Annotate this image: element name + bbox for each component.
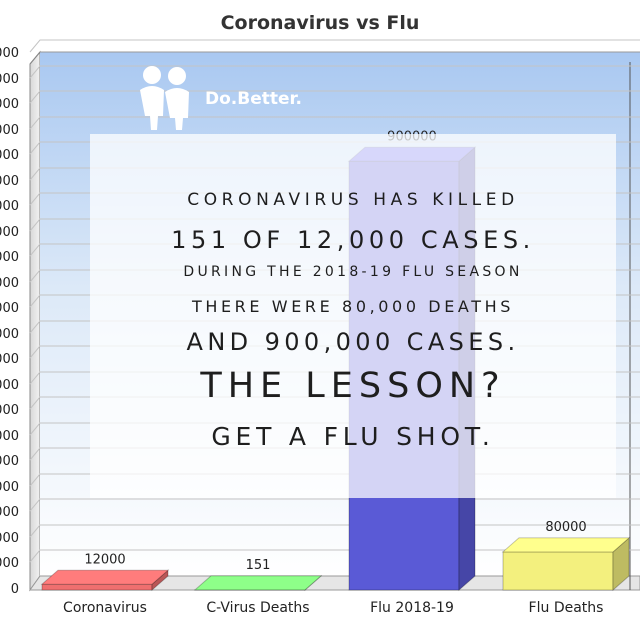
y-tick-label: 000 (0, 301, 19, 316)
y-tick-label: 000 (0, 556, 19, 571)
brand-name: Do.Better. (205, 89, 302, 109)
plot-top-border (29, 51, 41, 65)
gridline (29, 116, 640, 130)
y-tick-label: 000 (0, 174, 19, 189)
message-overlay-text: Coronavirus has killed 151 of 12,000 cas… (90, 134, 616, 498)
y-tick-label: 000 (0, 199, 19, 214)
data-label: 151 (246, 558, 271, 573)
overlay-line-lesson: The lesson? (200, 366, 506, 406)
bar-flu-deaths: 80000 (501, 520, 631, 592)
bar-coronavirus: 12000 (40, 552, 170, 592)
y-tick-label: 000 (0, 429, 19, 444)
y-tick-label: 000 (0, 276, 19, 291)
bar-c-virus-deaths: 151 (193, 558, 323, 592)
gridline (29, 65, 640, 79)
logo-figure-head (168, 67, 186, 85)
y-tick-label: 000 (0, 505, 19, 520)
overlay-line: Coronavirus has killed (187, 190, 519, 210)
data-label: 80000 (545, 520, 586, 535)
y-tick-label: 000 (0, 97, 19, 112)
y-tick-label: 000 (0, 403, 19, 418)
bar-top (501, 537, 631, 553)
y-tick-label: 000 (0, 250, 19, 265)
x-category-label: Flu 2018-19 (370, 600, 454, 616)
logo-figure-body (165, 88, 189, 130)
x-category-label: Flu Deaths (529, 600, 604, 616)
y-tick-label: 000 (0, 327, 19, 342)
overlay-line: 151 of 12,000 cases. (171, 226, 535, 254)
y-tick-label: 000 (0, 72, 19, 87)
logo-figure-head (143, 66, 161, 84)
y-tick-label: 0 (11, 582, 19, 597)
y-axis-ticks: 00 00 00 00 00 00 00 00 00 00 00 00 00 00 00 00 00 00 00 00… (0, 46, 19, 597)
data-label: 12000 (84, 552, 125, 567)
overlay-line: During the 2018-19 flu season (183, 264, 523, 280)
y-tick-label: 000 (0, 454, 19, 469)
chart-title: Coronavirus vs Flu (221, 12, 420, 34)
gridline (29, 39, 640, 53)
logo-figure-body (140, 86, 164, 130)
overlay-line: there were 80,000 deaths (191, 297, 515, 316)
message-overlay-panel (90, 134, 616, 498)
y-tick-label: 000 (0, 378, 19, 393)
gridline (29, 90, 640, 104)
overlay-line: Get a flu shot. (211, 422, 495, 451)
bar-top (193, 575, 323, 591)
overlay-line: and 900,000 cases. (186, 328, 520, 356)
bar-front (502, 551, 614, 591)
x-category-label: C-Virus Deaths (206, 600, 309, 616)
y-tick-label: 000 (0, 352, 19, 367)
y-tick-label: 000 (0, 531, 19, 546)
y-tick-label: 000 (0, 225, 19, 240)
bar-top (40, 569, 170, 585)
brand-logo: Do.Better. (140, 66, 302, 130)
y-tick-label: 000 (0, 148, 19, 163)
bar-front (41, 583, 153, 591)
y-tick-label: 000 (0, 123, 19, 138)
x-category-label: Coronavirus (63, 600, 147, 616)
y-tick-label: 000 (0, 46, 19, 61)
y-tick-label: 000 (0, 480, 19, 495)
x-axis-labels: Coronavirus C-Virus Deaths Flu 2018-19 Flu … (63, 600, 603, 616)
